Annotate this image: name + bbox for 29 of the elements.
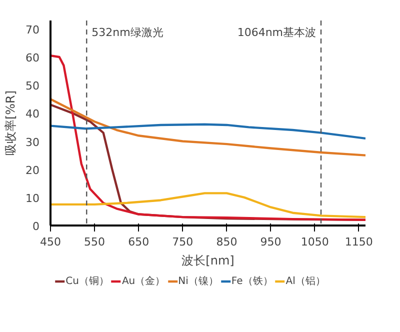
- x-tick-label: 950: [260, 236, 282, 248]
- y-axis-title: 吸收率[%R]: [4, 90, 18, 156]
- y-tick-label: 20: [26, 164, 40, 177]
- y-tick-label: 40: [26, 108, 40, 121]
- line-series: [50, 98, 366, 156]
- x-tick-label: 750: [172, 236, 194, 248]
- line-series: [50, 123, 366, 140]
- legend-label: Cu（铜）: [66, 275, 109, 288]
- line-series: [50, 192, 366, 218]
- x-tick-label: 1050: [300, 236, 329, 248]
- x-tick-label: 550: [84, 236, 106, 248]
- legend-label: Fe（铁）: [231, 275, 273, 288]
- ref-line-label: 532nm绿激光: [92, 26, 164, 40]
- x-axis-title: 波长[nm]: [182, 254, 234, 268]
- y-tick-label: 30: [26, 136, 40, 149]
- y-tick-label: 50: [26, 80, 40, 93]
- legend-label: Al（铝）: [286, 275, 326, 288]
- ref-line-label: 1064nm基本波: [237, 26, 316, 40]
- x-tick-label: 850: [216, 236, 238, 248]
- x-tick-label: 650: [128, 236, 150, 248]
- y-tick-label: 0: [32, 220, 40, 233]
- x-tick-label: 1150: [344, 236, 373, 248]
- x-tick-label: 450: [40, 236, 61, 248]
- legend-label: Ni（镍）: [178, 275, 218, 288]
- y-tick-label: 60: [26, 52, 40, 65]
- y-tick-label: 10: [26, 192, 40, 205]
- line-series: [50, 54, 366, 221]
- legend-label: Au（金）: [122, 275, 166, 288]
- y-tick-label: 70: [26, 23, 40, 36]
